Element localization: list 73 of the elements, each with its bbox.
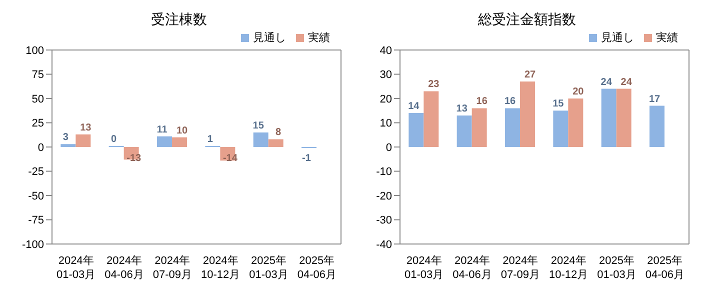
- legend-label: 実績: [308, 32, 330, 44]
- bar: [408, 113, 424, 147]
- legend-label: 実績: [656, 32, 678, 44]
- y-tick-label: -40: [376, 238, 392, 251]
- data-label: 23: [428, 79, 440, 90]
- data-label: 11: [156, 124, 168, 136]
- x-tick-label: 2025年 04-06月: [297, 255, 336, 281]
- y-tick-label: 0: [386, 142, 392, 154]
- x-tick-label: 2025年 01-03月: [597, 255, 636, 281]
- chart-title: 受注棟数: [150, 10, 208, 29]
- data-label: 15: [552, 98, 564, 110]
- y-tick-label: 25: [32, 118, 44, 130]
- bar: [424, 91, 439, 147]
- data-label: 24: [600, 76, 612, 88]
- x-tick-label: 2024年 01-03月: [56, 255, 96, 281]
- y-tick-label: 0: [38, 142, 44, 154]
- bar: [172, 137, 188, 147]
- data-label: 10: [176, 125, 188, 136]
- data-label: 16: [504, 96, 516, 108]
- data-label: 8: [276, 127, 282, 138]
- y-tick-label: -75: [28, 214, 44, 227]
- y-tick-label: 100: [26, 44, 44, 57]
- data-label: 17: [648, 94, 660, 105]
- bar: [601, 88, 616, 147]
- x-tick-label: 2024年 10-12月: [201, 255, 240, 281]
- data-label: 27: [524, 70, 536, 81]
- data-label: 1: [207, 134, 214, 145]
- data-label: 13: [456, 103, 468, 114]
- y-tick-label: 50: [32, 93, 44, 106]
- y-tick-label: -25: [28, 166, 44, 178]
- x-tick-label: 2024年 01-03月: [404, 255, 444, 281]
- bar: [505, 108, 520, 147]
- bar: [568, 98, 584, 147]
- data-label: -1: [302, 153, 312, 164]
- data-label: 20: [572, 86, 584, 98]
- x-tick-label: 2025年 01-03月: [249, 255, 288, 281]
- x-tick-label: 2024年 10-12月: [549, 255, 588, 281]
- legend-label: 見通し: [601, 32, 634, 44]
- bar: [650, 106, 665, 147]
- x-tick-label: 2024年 07-09月: [152, 255, 192, 281]
- legend-label: 見通し: [253, 32, 286, 44]
- y-tick-label: 30: [380, 69, 392, 82]
- bar: [456, 115, 472, 147]
- y-tick-label: -10: [376, 166, 392, 178]
- y-tick-label: 20: [380, 93, 392, 106]
- y-tick-label: -30: [376, 214, 392, 227]
- y-tick-label: -100: [22, 238, 44, 251]
- x-tick-label: 2025年 04-06月: [645, 255, 684, 281]
- data-label: 16: [476, 96, 488, 108]
- data-label: 24: [620, 76, 632, 88]
- bar: [76, 134, 91, 147]
- data-label: 13: [80, 122, 92, 134]
- y-tick-label: 40: [380, 44, 392, 57]
- data-label: 3: [62, 132, 69, 144]
- data-label: 0: [111, 134, 118, 145]
- chart-title: 総受注金額指数: [477, 10, 577, 29]
- bar: [472, 108, 487, 147]
- y-tick-label: 75: [32, 69, 44, 82]
- bar: [268, 139, 284, 147]
- bar: [553, 110, 568, 147]
- data-label: 15: [252, 120, 264, 132]
- x-tick-label: 2024年 04-06月: [452, 255, 492, 281]
- bar: [520, 82, 536, 147]
- bar: [616, 88, 632, 147]
- x-tick-label: 2024年 07-09月: [500, 255, 540, 281]
- data-label: 14: [408, 101, 420, 112]
- bar: [60, 144, 76, 147]
- x-tick-label: 2024年 04-06月: [104, 255, 144, 281]
- y-tick-label: -50: [28, 190, 44, 202]
- y-tick-label: -20: [376, 190, 392, 202]
- bar: [157, 136, 172, 147]
- y-tick-label: 10: [380, 118, 392, 130]
- bar: [253, 132, 268, 147]
